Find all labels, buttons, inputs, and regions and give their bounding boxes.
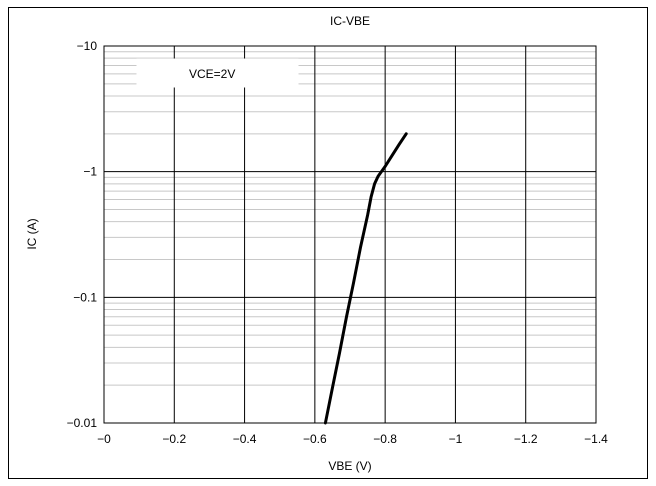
legend-box (136, 58, 299, 88)
plot-border (103, 45, 597, 424)
plot-area (104, 46, 596, 423)
x-tick-label: −1.4 (584, 432, 608, 446)
y-tick-label: −0.01 (67, 416, 98, 430)
x-tick-label: −1.2 (514, 432, 538, 446)
x-tick-label: −0.4 (233, 432, 257, 446)
x-axis-label: VBE (V) (328, 459, 371, 473)
x-tick-label: −1 (449, 432, 463, 446)
y-axis-label: IC (A) (25, 218, 39, 249)
x-tick-label: −0.6 (303, 432, 327, 446)
x-tick-label: −0 (97, 432, 111, 446)
legend-label: VCE=2V (189, 67, 235, 81)
y-tick-label: −10 (77, 39, 98, 53)
legend: VCE=2V (136, 58, 299, 88)
y-tick-label: −0.1 (73, 290, 97, 304)
series-line (323, 132, 408, 425)
y-tick-label: −1 (83, 165, 97, 179)
series-layer (323, 132, 408, 425)
chart-title: IC-VBE (330, 14, 370, 28)
x-tick-label: −0.2 (162, 432, 186, 446)
y-tick-labels: −0.01 −0.1 −1 −10 (67, 39, 98, 430)
x-tick-labels: −0 −0.2 −0.4 −0.6 −0.8 −1 −1.2 −1.4 (97, 432, 608, 446)
x-tick-label: −0.8 (373, 432, 397, 446)
